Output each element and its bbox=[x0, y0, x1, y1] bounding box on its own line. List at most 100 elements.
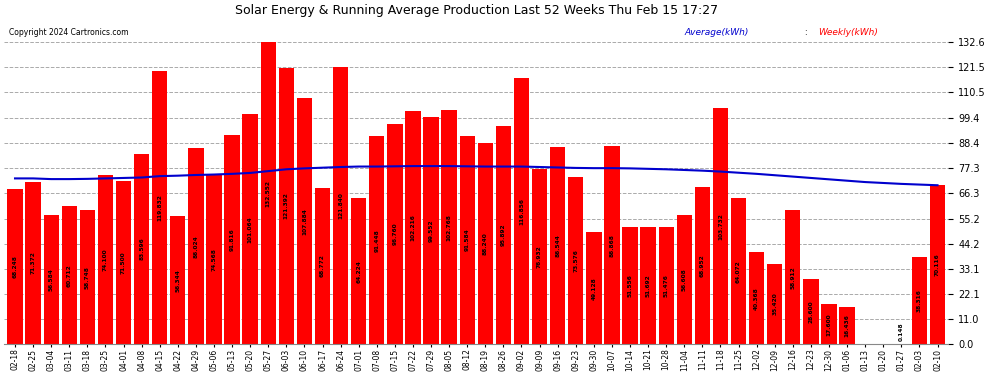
Bar bbox=[369, 136, 384, 344]
Text: 58.748: 58.748 bbox=[85, 266, 90, 289]
Bar bbox=[459, 136, 475, 344]
Bar bbox=[44, 215, 58, 344]
Bar bbox=[550, 147, 565, 344]
Text: 51.556: 51.556 bbox=[628, 274, 633, 297]
Text: 49.128: 49.128 bbox=[591, 277, 596, 300]
Bar bbox=[822, 304, 837, 344]
Text: 51.476: 51.476 bbox=[663, 274, 668, 297]
Bar bbox=[442, 110, 456, 344]
Text: 68.952: 68.952 bbox=[700, 254, 705, 277]
Bar bbox=[496, 126, 511, 344]
Text: 86.544: 86.544 bbox=[555, 234, 560, 257]
Text: 91.816: 91.816 bbox=[230, 228, 235, 251]
Bar bbox=[912, 257, 927, 344]
Bar bbox=[930, 184, 945, 344]
Text: 56.344: 56.344 bbox=[175, 269, 180, 292]
Bar bbox=[206, 174, 222, 344]
Text: 68.248: 68.248 bbox=[13, 255, 18, 278]
Text: 91.584: 91.584 bbox=[464, 229, 469, 251]
Text: 58.912: 58.912 bbox=[790, 266, 795, 289]
Bar bbox=[532, 169, 547, 344]
Text: 76.932: 76.932 bbox=[537, 245, 543, 268]
Text: 71.500: 71.500 bbox=[121, 252, 126, 274]
Text: 17.600: 17.600 bbox=[827, 313, 832, 336]
Bar bbox=[405, 111, 421, 344]
Bar bbox=[61, 206, 77, 344]
Text: 103.732: 103.732 bbox=[718, 213, 723, 240]
Bar bbox=[79, 210, 95, 344]
Text: 83.596: 83.596 bbox=[140, 238, 145, 261]
Text: 70.116: 70.116 bbox=[935, 253, 940, 276]
Bar bbox=[514, 78, 530, 344]
Text: 74.100: 74.100 bbox=[103, 249, 108, 271]
Text: 56.608: 56.608 bbox=[682, 268, 687, 291]
Text: 121.392: 121.392 bbox=[284, 193, 289, 219]
Text: 121.840: 121.840 bbox=[339, 192, 344, 219]
Text: Copyright 2024 Cartronics.com: Copyright 2024 Cartronics.com bbox=[9, 28, 129, 37]
Bar bbox=[7, 189, 23, 344]
Text: 99.552: 99.552 bbox=[429, 220, 434, 242]
Bar bbox=[803, 279, 819, 344]
Text: 107.884: 107.884 bbox=[302, 208, 307, 235]
Text: 86.868: 86.868 bbox=[610, 234, 615, 257]
Bar bbox=[225, 135, 240, 344]
Text: Weekly(kWh): Weekly(kWh) bbox=[818, 28, 878, 37]
Bar bbox=[387, 124, 403, 344]
Text: 56.584: 56.584 bbox=[49, 268, 53, 291]
Bar bbox=[477, 143, 493, 344]
Bar bbox=[785, 210, 801, 344]
Bar bbox=[260, 42, 276, 344]
Bar bbox=[424, 117, 439, 344]
Text: 60.712: 60.712 bbox=[66, 264, 72, 286]
Bar bbox=[658, 227, 674, 344]
Bar bbox=[676, 215, 692, 344]
Text: 102.216: 102.216 bbox=[411, 214, 416, 241]
Bar bbox=[134, 154, 149, 344]
Text: 102.768: 102.768 bbox=[446, 214, 451, 241]
Bar bbox=[568, 177, 583, 344]
Text: 119.832: 119.832 bbox=[157, 194, 162, 221]
Text: 40.368: 40.368 bbox=[754, 287, 759, 310]
Bar bbox=[351, 198, 366, 344]
Text: 38.316: 38.316 bbox=[917, 289, 922, 312]
Title: Solar Energy & Running Average Production Last 52 Weeks Thu Feb 15 17:27: Solar Energy & Running Average Productio… bbox=[235, 4, 718, 17]
Bar bbox=[98, 176, 113, 344]
Text: 68.772: 68.772 bbox=[320, 255, 325, 278]
Text: 74.568: 74.568 bbox=[212, 248, 217, 271]
Text: :: : bbox=[802, 28, 811, 37]
Text: 28.600: 28.600 bbox=[809, 300, 814, 323]
Bar bbox=[243, 114, 257, 344]
Text: 51.692: 51.692 bbox=[645, 274, 650, 297]
Text: 71.372: 71.372 bbox=[31, 252, 36, 274]
Bar bbox=[188, 148, 204, 344]
Bar bbox=[623, 227, 638, 344]
Text: 86.024: 86.024 bbox=[193, 235, 198, 258]
Text: 96.760: 96.760 bbox=[392, 223, 397, 245]
Bar bbox=[731, 198, 746, 344]
Bar bbox=[152, 71, 167, 344]
Bar bbox=[278, 68, 294, 344]
Text: 91.448: 91.448 bbox=[374, 229, 379, 252]
Bar bbox=[604, 146, 620, 344]
Text: Average(kWh): Average(kWh) bbox=[684, 28, 748, 37]
Bar bbox=[170, 216, 185, 344]
Text: 0.148: 0.148 bbox=[899, 322, 904, 340]
Text: 116.856: 116.856 bbox=[519, 198, 524, 225]
Bar bbox=[840, 307, 854, 344]
Bar bbox=[749, 252, 764, 344]
Text: 88.240: 88.240 bbox=[483, 232, 488, 255]
Bar bbox=[297, 98, 312, 344]
Bar bbox=[641, 226, 655, 344]
Bar bbox=[333, 67, 348, 344]
Text: 64.224: 64.224 bbox=[356, 260, 361, 283]
Text: 16.436: 16.436 bbox=[844, 314, 849, 337]
Text: 35.420: 35.420 bbox=[772, 292, 777, 315]
Bar bbox=[767, 264, 782, 344]
Bar bbox=[713, 108, 728, 344]
Text: 101.064: 101.064 bbox=[248, 216, 252, 243]
Text: 95.892: 95.892 bbox=[501, 224, 506, 246]
Text: 64.072: 64.072 bbox=[736, 260, 742, 283]
Bar bbox=[695, 187, 710, 344]
Text: 73.576: 73.576 bbox=[573, 249, 578, 272]
Bar bbox=[586, 232, 602, 344]
